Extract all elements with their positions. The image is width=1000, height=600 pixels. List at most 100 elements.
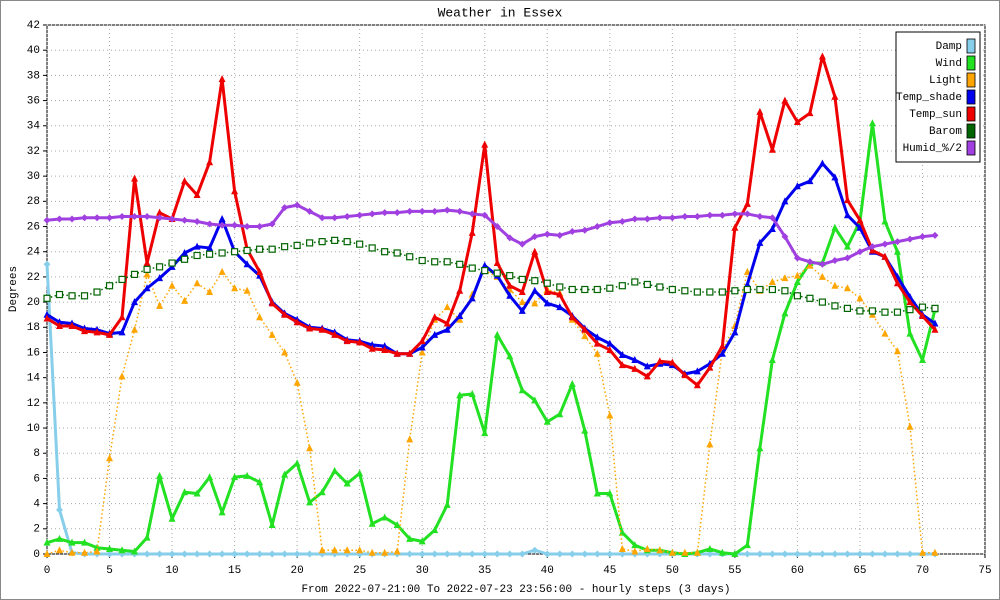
marker [106,550,114,558]
marker [718,211,726,219]
marker [356,338,364,346]
marker [468,264,476,272]
marker [831,92,839,100]
y-tick-label: 40 [27,45,40,57]
marker [843,254,851,262]
marker [793,292,802,300]
marker [93,543,101,551]
marker [568,550,576,558]
marker [681,548,689,556]
x-tick-label: 30 [416,565,429,577]
marker [293,459,301,467]
marker [531,299,539,307]
marker [918,233,926,241]
marker [206,550,214,558]
marker [668,548,676,556]
marker [893,247,901,255]
marker [168,259,176,267]
marker [68,292,76,300]
marker [731,328,739,336]
marker [531,546,539,554]
marker [618,544,626,552]
series-line [46,121,937,556]
marker [768,277,776,285]
marker [281,550,289,558]
marker [481,429,489,437]
marker [181,248,189,256]
marker [56,546,64,554]
marker [906,235,914,243]
marker [593,489,601,497]
y-tick-label: 12 [27,398,40,410]
marker [356,211,364,219]
x-tick-label: 65 [853,565,866,577]
marker [143,265,151,273]
marker [893,238,901,246]
marker [906,422,914,430]
marker [543,417,551,425]
legend-label: Barom [929,126,962,138]
marker [743,210,751,218]
marker [493,550,501,558]
marker [256,313,264,321]
marker [106,330,114,338]
marker [793,271,801,279]
marker [143,270,151,278]
marker [418,550,426,558]
marker [881,217,889,225]
marker [768,285,776,294]
marker [818,52,826,60]
marker [443,319,451,327]
marker [293,241,301,250]
marker [806,294,814,302]
marker [568,228,576,236]
marker [456,286,464,294]
marker [693,288,701,296]
marker [781,96,789,104]
marker [481,261,489,269]
marker [206,288,214,296]
marker [243,550,251,558]
marker [456,391,464,399]
marker [556,283,564,291]
marker [931,304,939,312]
legend-box [895,31,981,163]
marker [56,506,64,514]
marker [468,390,476,398]
marker [81,538,89,546]
marker [481,211,489,219]
marker [618,217,626,225]
marker [931,319,939,327]
chart-title: Weather in Essex [438,5,563,20]
marker [756,212,764,220]
legend-label: Temp_sun [909,109,962,121]
y-tick-label: 16 [27,347,40,359]
marker [393,209,401,217]
marker [381,248,389,256]
marker [418,207,426,215]
marker [218,550,226,558]
marker [731,287,739,295]
marker [331,546,339,554]
marker [156,471,164,479]
marker [656,214,664,222]
marker [543,279,551,287]
x-tick-label: 10 [165,565,178,577]
marker [518,306,526,314]
marker [281,204,289,212]
marker [506,281,514,289]
marker [518,386,526,394]
marker [381,345,389,353]
marker [593,349,601,357]
marker [131,298,139,306]
marker [206,243,214,251]
marker [293,318,301,326]
x-tick-label: 45 [603,565,616,577]
marker [443,500,451,508]
marker [743,550,751,558]
marker [193,489,201,497]
marker [693,367,701,375]
marker [231,473,239,481]
marker [643,362,651,370]
